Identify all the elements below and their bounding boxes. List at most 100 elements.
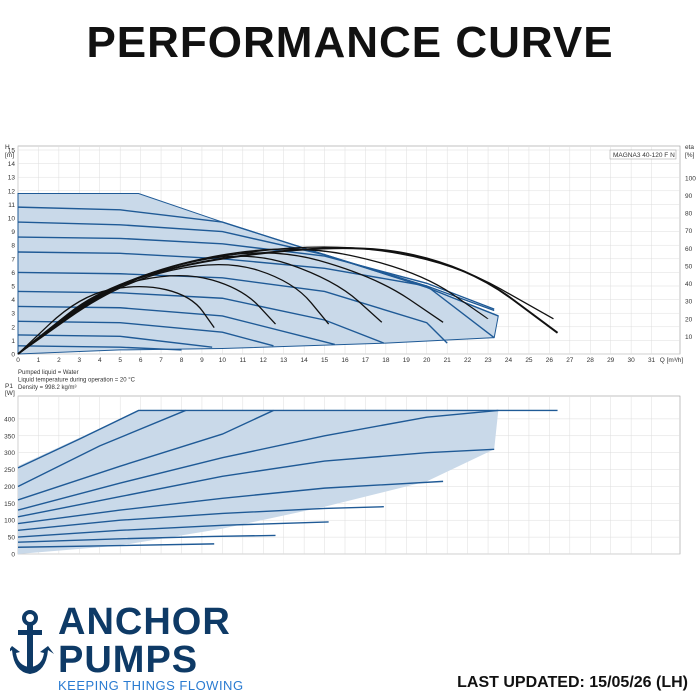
x-tick-label: 6: [139, 357, 143, 364]
x-tick-label: 8: [180, 357, 184, 364]
x-tick-label: 0: [16, 357, 20, 364]
y-tick-label: 4: [11, 297, 15, 304]
y-tick-label: 1: [11, 338, 15, 345]
power-tick-label: 0: [11, 552, 15, 559]
x-tick-label: 31: [648, 357, 656, 364]
x-tick-label: 22: [464, 357, 472, 364]
eta-tick-label: 100: [685, 175, 696, 182]
power-tick-label: 400: [4, 416, 15, 423]
y-tick-label: 0: [11, 352, 15, 359]
x-tick-label: 27: [566, 357, 574, 364]
x-tick-label: 26: [546, 357, 554, 364]
eta-tick-label: 50: [685, 263, 693, 270]
x-tick-label: 14: [301, 357, 309, 364]
y-tick-label: 13: [8, 175, 16, 182]
eta-tick-label: 70: [685, 228, 693, 235]
eta-curve-5: [17, 252, 444, 355]
x-tick-label: 1: [37, 357, 41, 364]
power-axis-label: P1: [5, 383, 13, 390]
x-tick-label: 13: [280, 357, 288, 364]
x-tick-label: 20: [423, 357, 431, 364]
x-tick-label: 18: [382, 357, 390, 364]
head-curve-8: [17, 320, 274, 347]
power-axis-unit: [W]: [5, 390, 15, 397]
anchor-logo-icon: [10, 610, 54, 674]
power-tick-label: 300: [4, 450, 15, 457]
y-tick-label: 12: [8, 188, 16, 195]
y-tick-label: 14: [8, 161, 16, 168]
y-tick-label: 11: [8, 202, 15, 209]
y-tick-label: 6: [11, 270, 15, 277]
x-tick-label: 16: [341, 357, 349, 364]
eta-tick-label: 60: [685, 246, 693, 253]
power-tick-label: 100: [4, 518, 15, 525]
power-tick-label: 250: [4, 467, 15, 474]
head-curve-6: [17, 290, 385, 344]
power-tick-label: 200: [4, 484, 15, 491]
liquid-note: Pumped liquid = Water: [18, 370, 79, 376]
x-tick-label: 19: [403, 357, 411, 364]
eta-tick-label: 90: [685, 193, 693, 200]
x-tick-label: 25: [525, 357, 533, 364]
eta-tick-label: 80: [685, 211, 693, 218]
power-curve-4: [17, 409, 499, 511]
head-curve-10: [17, 345, 182, 351]
head-curve-2: [17, 221, 495, 312]
eta-axis-unit: [%]: [685, 152, 695, 159]
liquid-note: Density = 998.2 kg/m³: [18, 385, 77, 391]
head-curve-1: [17, 206, 499, 317]
eta-tick-label: 40: [685, 281, 693, 288]
eta-tick-label: 30: [685, 299, 693, 306]
power-curve-10: [17, 543, 215, 548]
x-tick-label: 9: [200, 357, 204, 364]
x-tick-label: 3: [78, 357, 82, 364]
head-curve-9: [17, 334, 213, 348]
y-tick-label: 15: [8, 148, 16, 155]
power-tick-label: 50: [8, 535, 16, 542]
x-tick-label: 4: [98, 357, 102, 364]
x-tick-label: 7: [159, 357, 163, 364]
x-tick-label: 5: [118, 357, 122, 364]
x-tick-label: 30: [628, 357, 636, 364]
y-tick-label: 8: [11, 243, 15, 250]
power-curve-7: [17, 506, 384, 532]
x-tick-label: 21: [444, 357, 452, 364]
power-curve-5: [17, 448, 495, 518]
page-title: PERFORMANCE CURVE: [86, 18, 614, 67]
head-curve-7: [17, 305, 335, 346]
brand-line2: PUMPS: [58, 639, 199, 681]
x-tick-label: 15: [321, 357, 329, 364]
head-curve-4: [17, 251, 495, 339]
x-tick-label: 10: [219, 357, 227, 364]
brand-tagline: KEEPING THINGS FLOWING: [58, 678, 244, 693]
x-axis-label: Q [m³/h]: [660, 357, 684, 364]
eta-tick-label: 10: [685, 334, 693, 341]
eta-curve-3: [17, 263, 330, 355]
performance-chart: 0 1 2 3 4 5 6 7 8 9 10 11 12 13 14 15 16 17 18 19 20 21 22 23 24…: [4, 144, 696, 559]
power-curve-9: [17, 534, 276, 543]
x-tick-label: 23: [484, 357, 492, 364]
x-tick-label: 28: [587, 357, 595, 364]
y-tick-label: 3: [11, 311, 15, 318]
eta-curve-8: [17, 247, 559, 355]
liquid-note: Liquid temperature during operation = 20…: [18, 378, 136, 384]
y-tick-label: 7: [11, 256, 15, 263]
x-tick-label: 12: [260, 357, 268, 364]
power-curve-1: [17, 409, 558, 469]
power-curve-8: [17, 521, 329, 538]
power-tick-label: 350: [4, 433, 15, 440]
eta-curve-1: [17, 285, 215, 355]
power-curve-2: [17, 409, 186, 488]
eta-tick-label: 20: [685, 316, 693, 323]
x-tick-label: 29: [607, 357, 615, 364]
head-envelope: [17, 193, 499, 355]
y-tick-label: 2: [11, 324, 15, 331]
x-tick-label: 11: [239, 357, 246, 364]
y-tick-label: 10: [8, 216, 16, 223]
brand-line1: ANCHOR: [58, 601, 231, 643]
eta-axis-label: eta: [685, 144, 694, 151]
eta-curve-4: [17, 255, 383, 355]
y-tick-label: 9: [11, 229, 15, 236]
power-curve-3: [17, 409, 274, 501]
y-axis-label: H: [5, 144, 10, 151]
